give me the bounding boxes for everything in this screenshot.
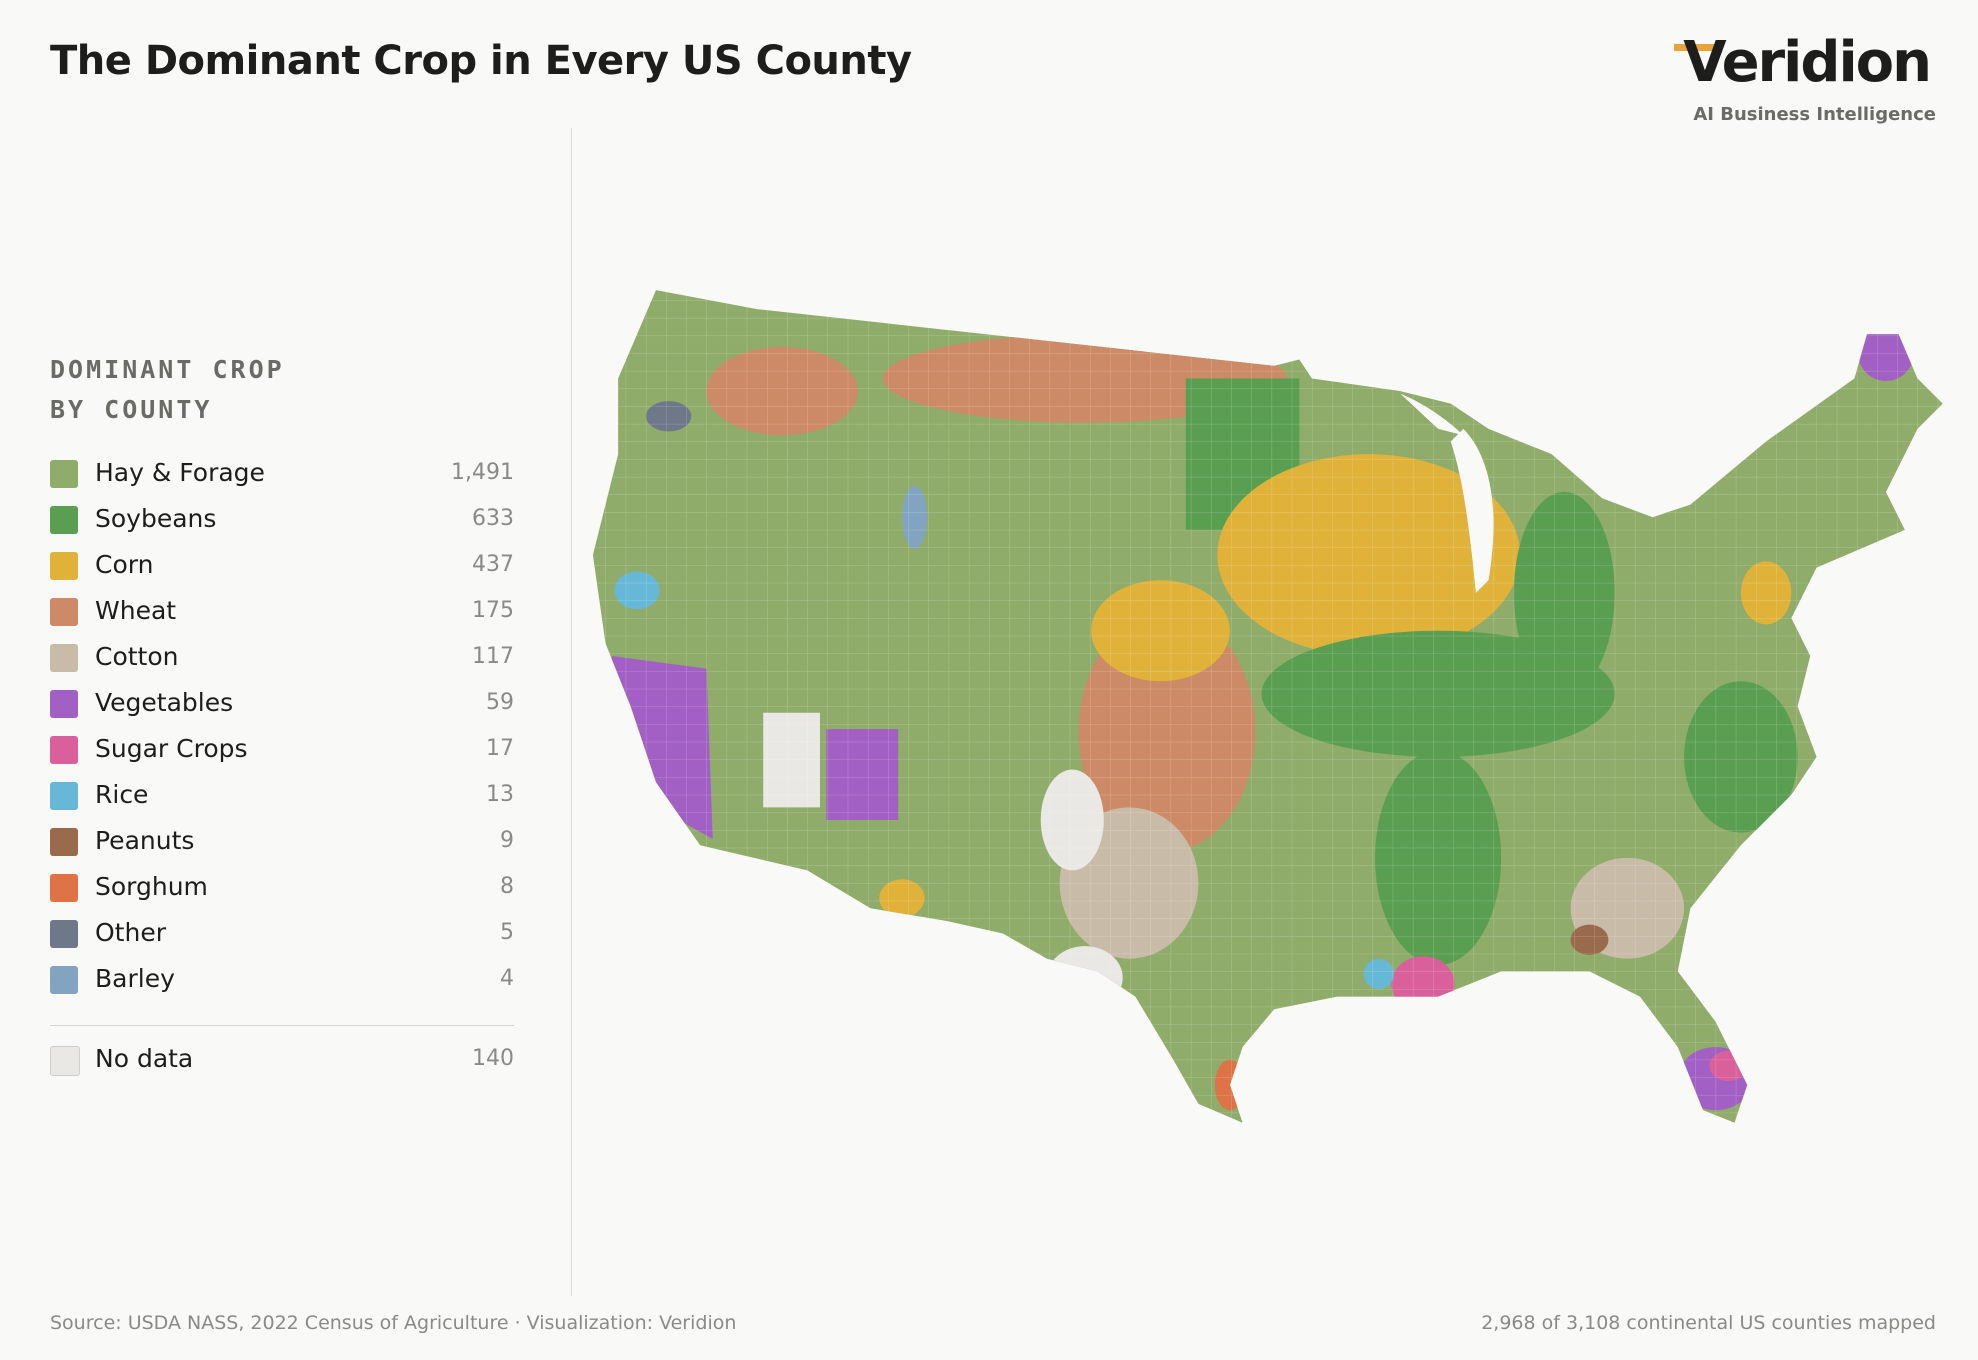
legend-label: Wheat	[95, 596, 177, 625]
legend-item: Peanuts 9	[50, 824, 514, 860]
legend-label: Cotton	[95, 642, 179, 671]
legend-item: Soybeans 633	[50, 502, 514, 538]
legend-swatch	[50, 1046, 80, 1076]
legend-count: 8	[500, 874, 514, 899]
legend-item: No data 140	[50, 1042, 514, 1078]
legend-swatch	[50, 598, 78, 626]
legend-count: 1,491	[451, 460, 514, 485]
legend-label: No data	[95, 1044, 194, 1073]
legend-item: Barley 4	[50, 962, 514, 998]
legend-item: Hay & Forage 1,491	[50, 456, 514, 492]
legend-swatch	[50, 644, 78, 672]
legend-label: Soybeans	[95, 504, 217, 533]
legend-swatch	[50, 920, 78, 948]
coverage: 2,968 of 3,108 continental US counties m…	[1481, 1312, 1936, 1334]
legend-heading: DOMINANT CROP BY COUNTY	[50, 350, 285, 430]
legend-label: Barley	[95, 964, 175, 993]
logo: Veridion	[1683, 30, 1932, 95]
legend-count: 13	[486, 782, 514, 807]
legend-swatch	[50, 506, 78, 534]
legend-count: 140	[472, 1046, 514, 1071]
legend-count: 59	[486, 690, 514, 715]
legend-item: Sugar Crops 17	[50, 732, 514, 768]
legend-label: Vegetables	[95, 688, 234, 717]
legend-heading-line: BY COUNTY	[50, 395, 213, 424]
legend-count: 17	[486, 736, 514, 761]
legend-label: Corn	[95, 550, 154, 579]
legend-swatch	[50, 736, 78, 764]
legend-swatch	[50, 552, 78, 580]
legend-count: 9	[500, 828, 514, 853]
title: The Dominant Crop in Every US County	[50, 38, 912, 84]
divider	[571, 128, 572, 1296]
legend-item: Sorghum 8	[50, 870, 514, 906]
legend-item: Rice 13	[50, 778, 514, 814]
legend-swatch	[50, 874, 78, 902]
tagline: AI Business Intelligence	[1693, 104, 1936, 125]
logo-mark	[1674, 44, 1716, 51]
legend-count: 117	[472, 644, 514, 669]
legend-heading-line: DOMINANT CROP	[50, 355, 285, 384]
source: Source: USDA NASS, 2022 Census of Agricu…	[50, 1312, 737, 1334]
legend-item: Cotton 117	[50, 640, 514, 676]
legend-count: 437	[472, 552, 514, 577]
great-lakes	[1400, 393, 1494, 593]
us-map	[592, 290, 1943, 1123]
legend-label: Peanuts	[95, 826, 195, 855]
legend-item: Other 5	[50, 916, 514, 952]
legend-count: 4	[500, 966, 514, 991]
legend-item: Wheat 175	[50, 594, 514, 630]
legend-count: 5	[500, 920, 514, 945]
legend-count: 633	[472, 506, 514, 531]
legend-swatch	[50, 828, 78, 856]
legend-count: 175	[472, 598, 514, 623]
legend-separator	[50, 1025, 514, 1026]
legend-label: Rice	[95, 780, 149, 809]
legend-swatch	[50, 966, 78, 994]
legend-item: Corn 437	[50, 548, 514, 584]
legend-swatch	[50, 782, 78, 810]
legend-swatch	[50, 690, 78, 718]
legend-swatch	[50, 460, 78, 488]
legend-label: Other	[95, 918, 166, 947]
legend-label: Sugar Crops	[95, 734, 248, 763]
legend-label: Sorghum	[95, 872, 208, 901]
legend-label: Hay & Forage	[95, 458, 265, 487]
legend-item: Vegetables 59	[50, 686, 514, 722]
